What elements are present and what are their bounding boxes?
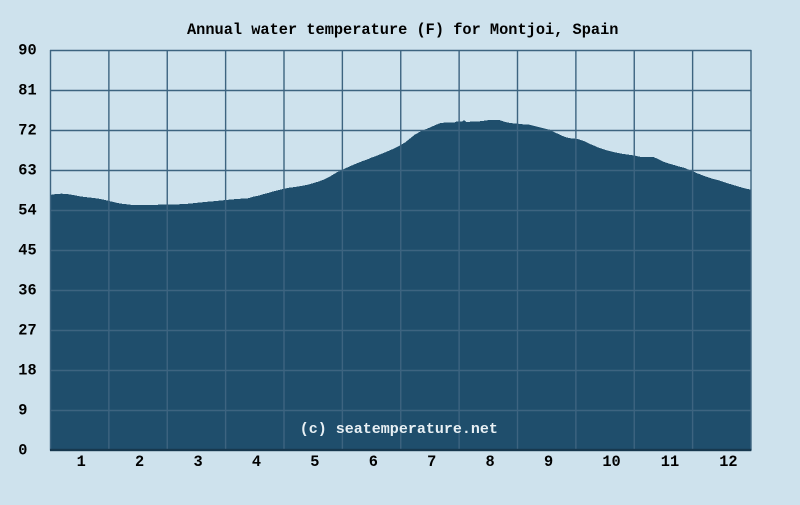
svg-text:45: 45 xyxy=(18,242,36,260)
svg-text:11: 11 xyxy=(661,453,679,471)
svg-text:18: 18 xyxy=(18,362,36,380)
svg-text:1: 1 xyxy=(77,453,86,471)
svg-text:0: 0 xyxy=(18,442,27,460)
svg-text:63: 63 xyxy=(18,162,36,180)
svg-text:Annual water temperature (F) f: Annual water temperature (F) for Montjoi… xyxy=(187,21,618,39)
svg-text:3: 3 xyxy=(193,453,202,471)
svg-text:4: 4 xyxy=(252,453,261,471)
svg-text:6: 6 xyxy=(369,453,378,471)
svg-text:5: 5 xyxy=(310,453,319,471)
svg-text:7: 7 xyxy=(427,453,436,471)
svg-text:8: 8 xyxy=(486,453,495,471)
svg-text:54: 54 xyxy=(18,202,36,220)
svg-text:90: 90 xyxy=(18,42,36,60)
svg-text:72: 72 xyxy=(18,122,36,140)
svg-text:12: 12 xyxy=(719,453,737,471)
svg-text:2: 2 xyxy=(135,453,144,471)
svg-text:(c) seatemperature.net: (c) seatemperature.net xyxy=(300,421,498,438)
svg-text:9: 9 xyxy=(18,402,27,420)
svg-text:81: 81 xyxy=(18,82,36,100)
svg-text:10: 10 xyxy=(602,453,620,471)
svg-text:9: 9 xyxy=(544,453,553,471)
svg-text:36: 36 xyxy=(18,282,36,300)
svg-text:27: 27 xyxy=(18,322,36,340)
